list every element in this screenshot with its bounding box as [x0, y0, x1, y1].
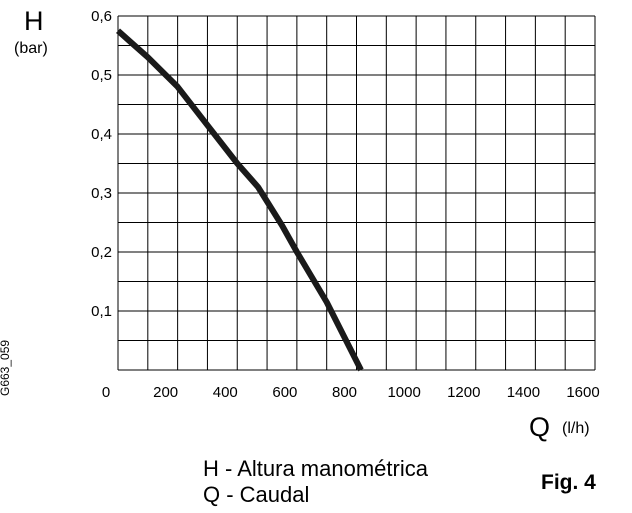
x-tick-label: 400 [213, 384, 238, 401]
x-tick-label: 200 [153, 384, 178, 401]
chart-grid [117, 15, 596, 371]
y-tick-label: 0,3 [91, 185, 112, 202]
x-tick-label: 600 [272, 384, 297, 401]
x-tick-label: 1400 [507, 384, 540, 401]
figure-code: G663_059 [0, 339, 12, 396]
figure-label: Fig. 4 [541, 471, 596, 494]
legend-h: H - Altura manométrica [203, 456, 428, 481]
legend-q: Q - Caudal [203, 482, 310, 507]
x-tick-label: 0 [102, 384, 110, 401]
y-axis-label: H [24, 6, 44, 36]
chart-series [116, 28, 364, 372]
y-tick-label: 0,4 [91, 126, 112, 143]
performance-curve [116, 28, 364, 372]
y-tick-labels: 0,1 0,2 0,3 0,4 0,5 0,6 [91, 8, 112, 320]
x-axis-unit: (l/h) [562, 420, 590, 437]
x-tick-label: 1200 [447, 384, 480, 401]
y-tick-label: 0,6 [91, 8, 112, 25]
x-axis-label: Q [529, 412, 551, 442]
x-tick-label: 1600 [566, 384, 599, 401]
y-axis-unit: (bar) [14, 40, 48, 57]
y-tick-label: 0,1 [91, 303, 112, 320]
y-tick-label: 0,2 [91, 244, 112, 261]
x-tick-label: 1000 [387, 384, 420, 401]
x-tick-label: 800 [332, 384, 357, 401]
y-tick-label: 0,5 [91, 67, 112, 84]
x-tick-labels: 0 200 400 600 800 1000 1200 1400 1600 [102, 384, 600, 401]
